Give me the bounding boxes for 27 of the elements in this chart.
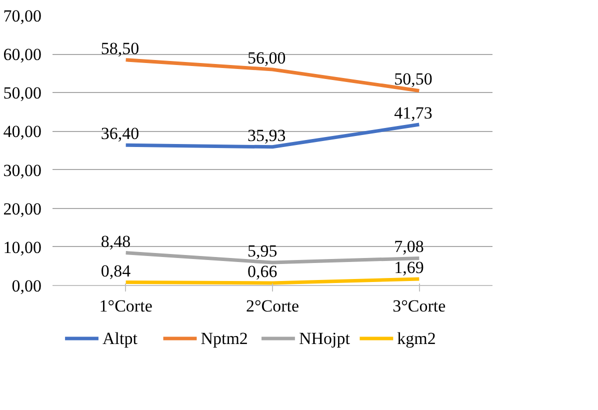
data-label: 41,73 bbox=[394, 104, 432, 123]
data-label: 5,95 bbox=[248, 242, 278, 261]
y-tick-label: 0,00 bbox=[12, 276, 42, 296]
data-label: 8,48 bbox=[100, 232, 131, 251]
x-tick-label: 1°Corte bbox=[99, 296, 152, 316]
data-label: 50,50 bbox=[394, 70, 432, 89]
y-tick-label: 70,00 bbox=[3, 6, 42, 26]
y-tick-label: 40,00 bbox=[3, 122, 42, 142]
data-label: 0,84 bbox=[100, 261, 132, 280]
data-label: 0,66 bbox=[248, 262, 278, 281]
y-tick-label: 20,00 bbox=[3, 199, 42, 218]
y-tick-label: 60,00 bbox=[3, 45, 42, 64]
y-tick-label: 50,00 bbox=[3, 84, 42, 103]
legend-label: kgm2 bbox=[397, 329, 436, 348]
data-label: 56,00 bbox=[248, 48, 286, 68]
x-tick-label: 2°Corte bbox=[246, 296, 300, 316]
legend-label: NHojpt bbox=[298, 329, 350, 348]
y-tick-label: 30,00 bbox=[3, 160, 42, 180]
data-label: 58,50 bbox=[100, 38, 140, 58]
data-label: 7,08 bbox=[394, 237, 424, 256]
data-label: 35,93 bbox=[248, 126, 286, 145]
x-tick-label: 3°Corte bbox=[392, 296, 446, 316]
legend-label: Nptm2 bbox=[200, 329, 248, 348]
y-tick-label: 10,00 bbox=[3, 238, 42, 257]
data-label: 1,69 bbox=[394, 258, 424, 277]
data-label: 36,40 bbox=[100, 124, 140, 144]
legend-label: Altpt bbox=[102, 329, 138, 348]
